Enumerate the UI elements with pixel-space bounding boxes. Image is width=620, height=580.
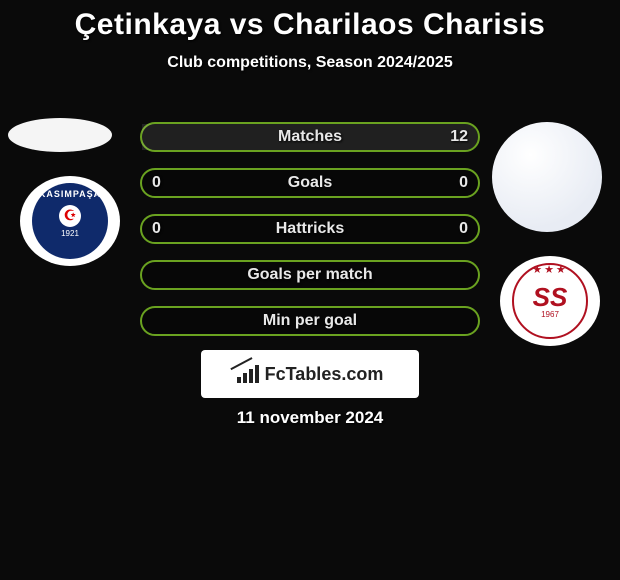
stat-value-right: 12 (450, 124, 468, 150)
club-monogram-right: SS (533, 284, 568, 310)
brand-box[interactable]: FcTables.com (201, 350, 419, 398)
turkey-flag-icon: ☪ (59, 205, 81, 227)
stat-row: Hattricks0 0 (140, 214, 480, 244)
club-badge-right: ★★★ SS 1967 (500, 256, 600, 346)
club-name-left: KASIMPAŞA (39, 189, 101, 199)
stat-value-left: 0 (152, 216, 161, 242)
stat-row: Goals0 0 (140, 168, 480, 198)
stat-row: Matches12 (140, 122, 480, 152)
stat-value-right: 0 (459, 170, 468, 196)
club-badge-left: KASIMPAŞA ☪ 1921 (20, 176, 120, 266)
club-year-right: 1967 (541, 310, 559, 319)
player-photo-right (492, 122, 602, 232)
comparison-infographic: Çetinkaya vs Charilaos Charisis Club com… (0, 0, 620, 580)
page-title: Çetinkaya vs Charilaos Charisis (0, 0, 620, 42)
club-badge-right-inner: ★★★ SS 1967 (512, 263, 588, 339)
stat-value-left: 0 (152, 170, 161, 196)
stat-label: Hattricks (142, 216, 478, 242)
stat-label: Goals per match (142, 262, 478, 288)
club-badge-left-inner: KASIMPAŞA ☪ 1921 (32, 183, 108, 259)
stars-icon: ★★★ (532, 263, 568, 276)
barchart-icon (237, 365, 259, 383)
stat-row: Min per goal (140, 306, 480, 336)
player-photo-left (8, 118, 112, 152)
stat-value-right: 0 (459, 216, 468, 242)
infographic-date: 11 november 2024 (0, 408, 620, 428)
stat-label: Goals (142, 170, 478, 196)
stat-label: Matches (142, 124, 478, 150)
club-year-left: 1921 (61, 229, 79, 238)
stat-row: Goals per match (140, 260, 480, 290)
stat-label: Min per goal (142, 308, 478, 334)
stats-block: Matches12Goals00Hattricks00Goals per mat… (140, 122, 480, 352)
brand-text: FcTables.com (265, 364, 384, 385)
subtitle: Club competitions, Season 2024/2025 (0, 54, 620, 72)
